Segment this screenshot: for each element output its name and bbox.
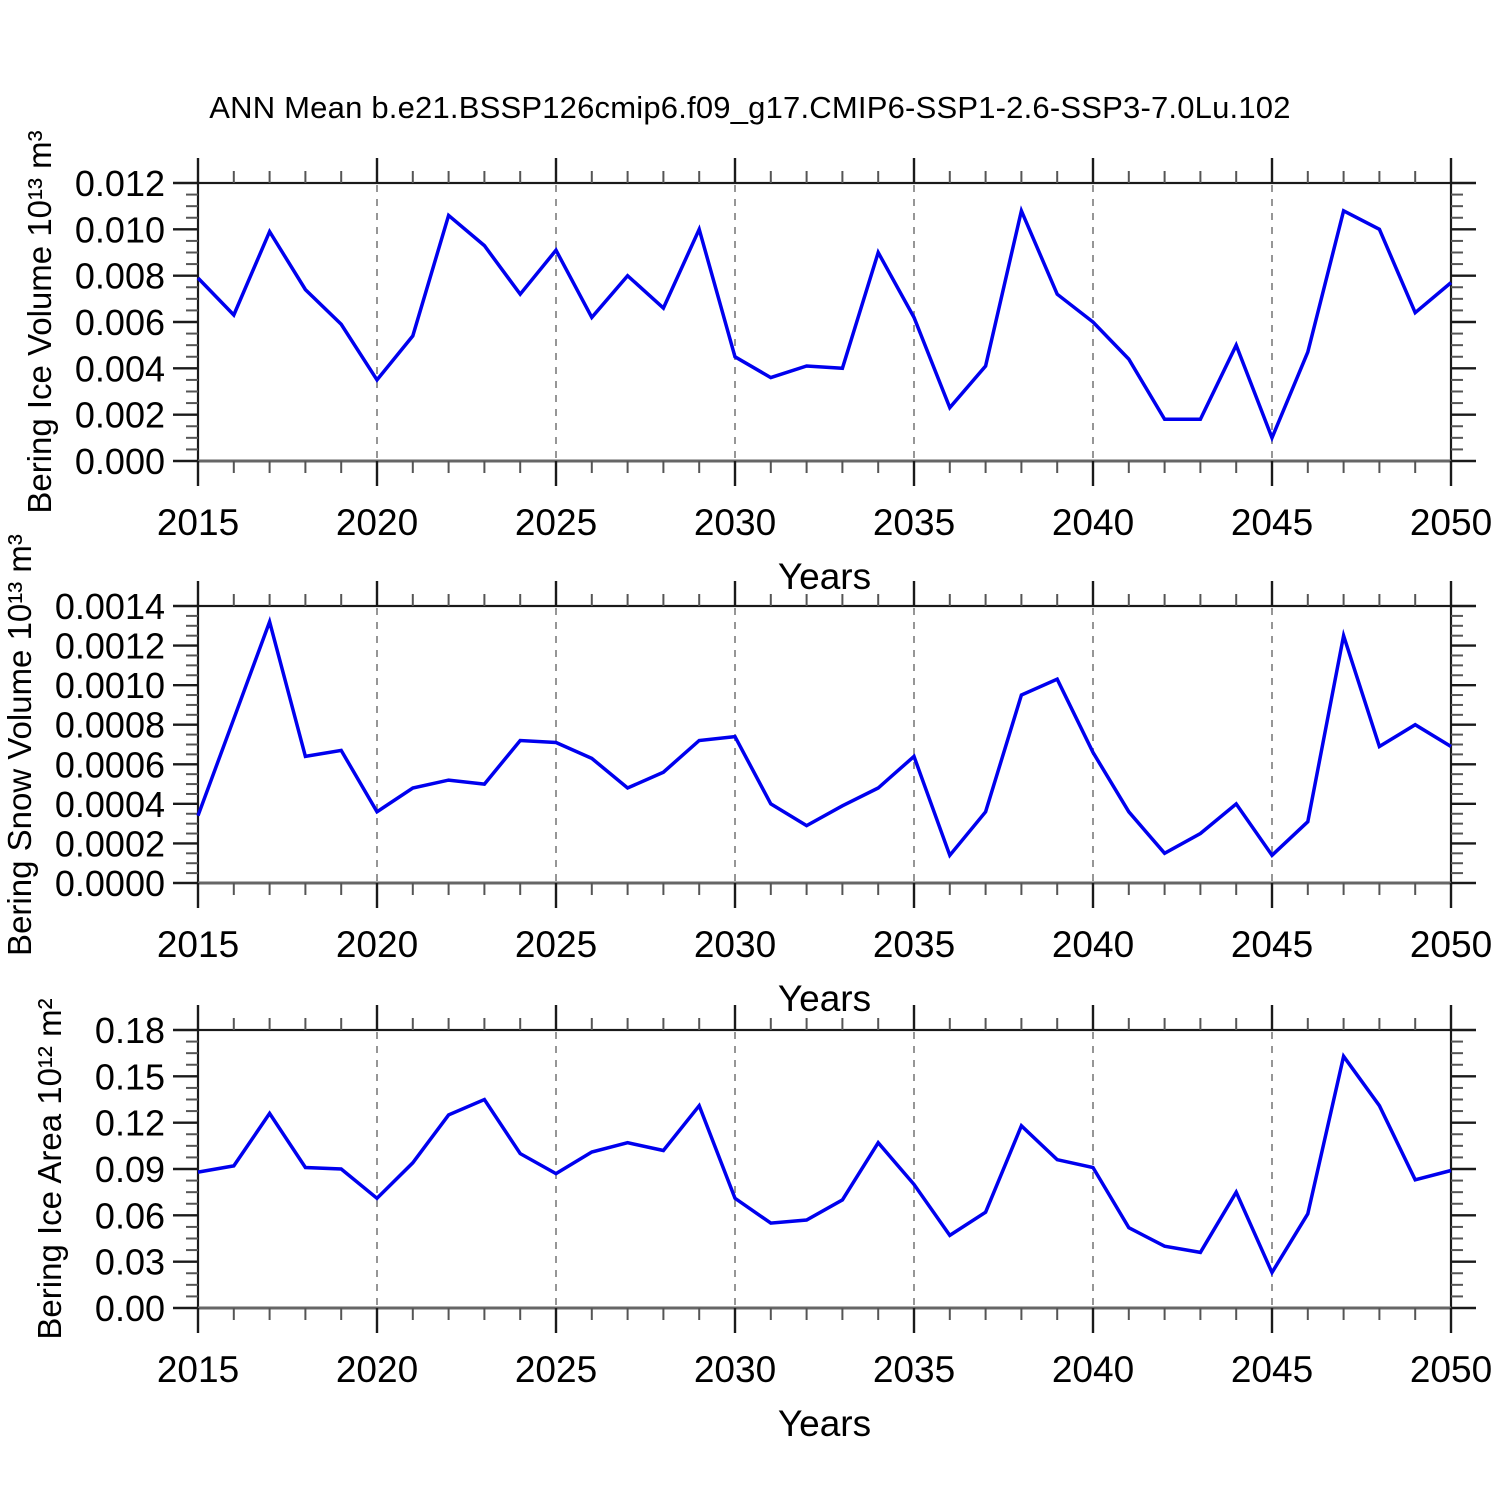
- plot-frame: [196, 1028, 1453, 1310]
- x-axis-title: Years: [778, 1403, 871, 1444]
- y-tick-label: 0.004: [75, 348, 165, 389]
- y-tick-label: 0.18: [95, 1010, 165, 1051]
- y-tick-label: 0.0010: [55, 665, 165, 706]
- x-tick-label: 2030: [694, 1349, 776, 1390]
- data-line-bering-ice-volume: [196, 205, 1453, 443]
- y-tick-label: 0.00: [95, 1288, 165, 1329]
- y-tick-label: 0.12: [95, 1103, 165, 1144]
- x-tick-label: 2015: [157, 502, 239, 543]
- y-tick-label: 0.0014: [55, 586, 165, 627]
- y-tick-label: 0.0012: [55, 626, 165, 667]
- x-tick-label: 2045: [1231, 502, 1313, 543]
- figure-title: ANN Mean b.e21.BSSP126cmip6.f09_g17.CMIP…: [209, 90, 1291, 125]
- y-tick-label: 0.012: [75, 163, 165, 204]
- y-tick-label: 0.0000: [55, 863, 165, 904]
- x-tick-label: 2045: [1231, 924, 1313, 965]
- x-axis-title: Years: [778, 978, 871, 1019]
- x-tick-label: 2020: [336, 502, 418, 543]
- x-tick-label: 2015: [157, 1349, 239, 1390]
- x-tick-label: 2040: [1052, 1349, 1134, 1390]
- x-tick-label: 2050: [1410, 502, 1492, 543]
- x-tick-label: 2050: [1410, 924, 1492, 965]
- y-tick-label: 0.03: [95, 1242, 165, 1283]
- x-tick-label: 2015: [157, 924, 239, 965]
- y-tick-label: 0.002: [75, 395, 165, 436]
- plot-bering-ice-volume: 0.000 0.002 0.004 0.006 0.008 0.010 0.012 2015 2…: [75, 158, 1492, 597]
- y-tick-label: 0.09: [95, 1149, 165, 1190]
- x-tick-label: 2030: [694, 924, 776, 965]
- y-tick-label: 0.0002: [55, 823, 165, 864]
- x-tick-label: 2035: [873, 924, 955, 965]
- y-tick-label: 0.010: [75, 209, 165, 250]
- x-tick-label: 2020: [336, 924, 418, 965]
- y-tick-label: 0.15: [95, 1056, 165, 1097]
- x-tick-label: 2040: [1052, 502, 1134, 543]
- y-tick-label: 0.0008: [55, 705, 165, 746]
- x-tick-label: 2025: [515, 924, 597, 965]
- x-tick-label: 2025: [515, 1349, 597, 1390]
- y-tick-label: 0.06: [95, 1195, 165, 1236]
- x-tick-label: 2045: [1231, 1349, 1313, 1390]
- x-tick-label: 2035: [873, 1349, 955, 1390]
- y-tick-label: 0.0004: [55, 784, 165, 825]
- plot-bering-snow-volume: 0.00000.00020.00040.00060.00080.00100.00…: [55, 581, 1492, 1019]
- y-tick-label: 0.000: [75, 441, 165, 482]
- x-axis-title: Years: [778, 556, 871, 597]
- y-tick-label: 0.008: [75, 256, 165, 297]
- data-line-bering-snow-volume: [196, 616, 1452, 859]
- x-tick-label: 2025: [515, 502, 597, 543]
- x-tick-label: 2040: [1052, 924, 1134, 965]
- x-tick-label: 2050: [1410, 1349, 1492, 1390]
- y-tick-label: 0.006: [75, 302, 165, 343]
- plot-bering-ice-area: 0.00 0.03 0.06 0.09 0.12 0.15 0.18 2015 2020 2025…: [95, 1005, 1492, 1444]
- data-line-bering-ice-area: [197, 1052, 1452, 1277]
- y-tick-label: 0.0006: [55, 744, 165, 785]
- x-tick-label: 2030: [694, 502, 776, 543]
- x-tick-label: 2035: [873, 502, 955, 543]
- x-tick-label: 2020: [336, 1349, 418, 1390]
